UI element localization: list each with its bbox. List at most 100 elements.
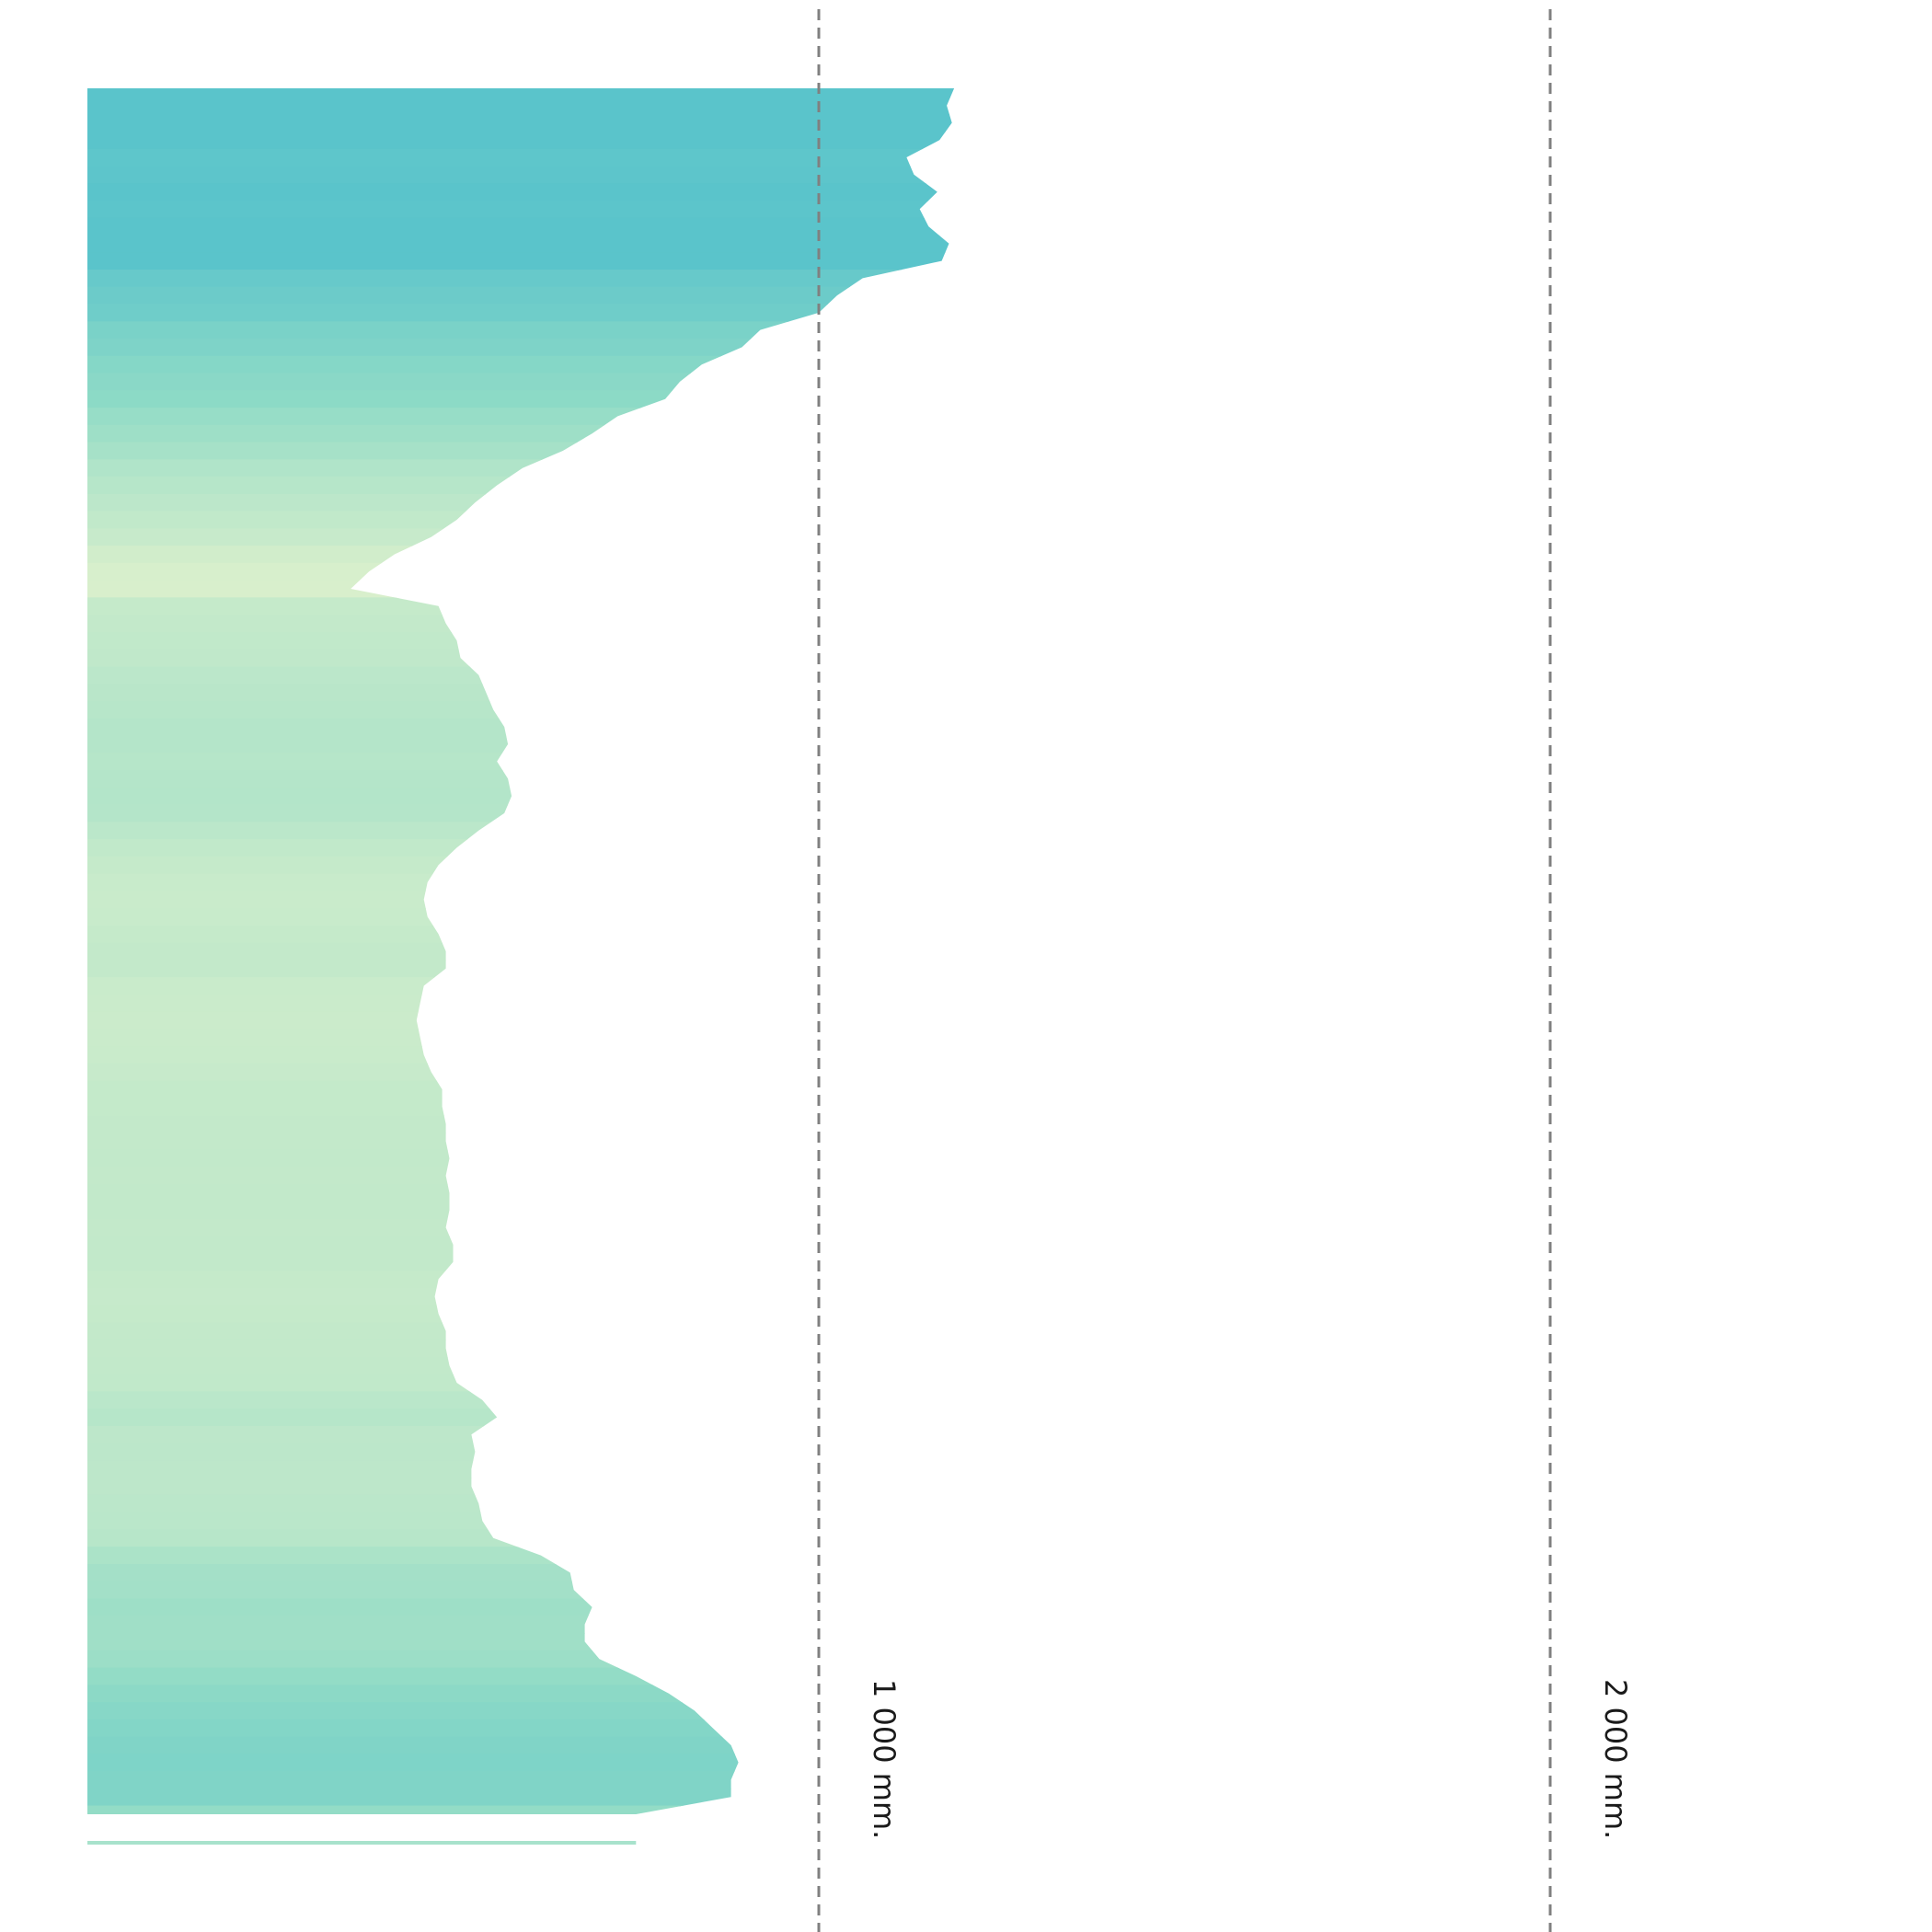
profile-band-17 [87, 373, 955, 392]
profile-band-39 [87, 753, 955, 771]
profile-band-88 [87, 1598, 955, 1617]
profile-band-10 [87, 252, 955, 270]
profile-band-98 [87, 1771, 955, 1789]
profile-band-80 [87, 1460, 955, 1478]
profile-band-32 [87, 631, 955, 650]
profile-band-29 [87, 580, 955, 599]
profile-band-14 [87, 321, 955, 339]
profile-band-13 [87, 304, 955, 323]
reference-lines [817, 9, 1552, 1932]
reference-label-2000: 2 000 mm. [1598, 1679, 1633, 1839]
profile-band-57 [87, 1063, 955, 1082]
profile-band-87 [87, 1581, 955, 1600]
profile-band-5 [87, 166, 955, 184]
profile-band-46 [87, 873, 955, 892]
profile-band-65 [87, 1202, 955, 1220]
profile-band-77 [87, 1409, 955, 1427]
profile-band-59 [87, 1098, 955, 1117]
profile-band-91 [87, 1650, 955, 1669]
profile-band-69 [87, 1271, 955, 1289]
profile-band-99 [87, 1788, 955, 1807]
profile-band-64 [87, 1184, 955, 1202]
profile-band-84 [87, 1529, 955, 1548]
profile-band-89 [87, 1616, 955, 1634]
profile-band-45 [87, 856, 955, 875]
profile-band-67 [87, 1236, 955, 1255]
profile-band-50 [87, 942, 955, 961]
profile-band-40 [87, 770, 955, 788]
profile-band-34 [87, 666, 955, 685]
profile-band-8 [87, 217, 955, 236]
profile-band-93 [87, 1685, 955, 1703]
profile-band-4 [87, 148, 955, 167]
profile-band-9 [87, 235, 955, 254]
profile-band-16 [87, 355, 955, 374]
profile-band-42 [87, 804, 955, 823]
profile-band-78 [87, 1425, 955, 1444]
baseline-bar [87, 1841, 637, 1845]
profile-band-41 [87, 787, 955, 806]
profile-band-97 [87, 1754, 955, 1772]
profile-band-33 [87, 649, 955, 668]
profile-band-47 [87, 891, 955, 909]
profile-band-79 [87, 1443, 955, 1462]
profile-band-28 [87, 562, 955, 581]
profile-band-61 [87, 1133, 955, 1151]
profile-band-53 [87, 994, 955, 1013]
profile-band-96 [87, 1736, 955, 1755]
profile-band-30 [87, 597, 955, 615]
profile-band-20 [87, 424, 955, 443]
profile-band-26 [87, 528, 955, 546]
profile-band-0 [87, 88, 955, 98]
profile-band-70 [87, 1287, 955, 1306]
profile-band-3 [87, 131, 955, 150]
profile-band-27 [87, 546, 955, 564]
profile-band-23 [87, 477, 955, 495]
profile-band-6 [87, 183, 955, 201]
profile-band-24 [87, 493, 955, 512]
profile-band-81 [87, 1478, 955, 1496]
profile-band-36 [87, 701, 955, 719]
profile-band-100 [87, 1805, 955, 1814]
profile-area [87, 88, 955, 1814]
profile-band-86 [87, 1564, 955, 1582]
profile-band-83 [87, 1512, 955, 1531]
profile-band-54 [87, 1011, 955, 1030]
profile-band-92 [87, 1667, 955, 1686]
profile-band-35 [87, 684, 955, 702]
profile-band-72 [87, 1322, 955, 1340]
profile-band-22 [87, 459, 955, 477]
profile-band-25 [87, 511, 955, 530]
profile-band-73 [87, 1340, 955, 1358]
profile-band-68 [87, 1253, 955, 1271]
profile-band-1 [87, 97, 955, 115]
profile-band-75 [87, 1374, 955, 1393]
profile-band-58 [87, 1080, 955, 1099]
profile-band-60 [87, 1115, 955, 1133]
profile-band-62 [87, 1149, 955, 1168]
profile-band-55 [87, 1029, 955, 1047]
profile-band-18 [87, 390, 955, 408]
profile-band-71 [87, 1305, 955, 1324]
profile-band-90 [87, 1633, 955, 1651]
profile-band-52 [87, 977, 955, 995]
profile-band-38 [87, 735, 955, 754]
profile-band-95 [87, 1719, 955, 1738]
profile-band-19 [87, 408, 955, 426]
profile-band-51 [87, 960, 955, 978]
profile-band-85 [87, 1547, 955, 1565]
profile-band-44 [87, 839, 955, 857]
profile-band-2 [87, 114, 955, 132]
profile-band-74 [87, 1356, 955, 1375]
profile-band-56 [87, 1046, 955, 1064]
profile-band-21 [87, 442, 955, 461]
reference-label-1000: 1 000 mm. [867, 1679, 902, 1839]
profile-band-76 [87, 1391, 955, 1409]
profile-band-15 [87, 339, 955, 357]
profile-band-37 [87, 718, 955, 737]
profile-band-12 [87, 286, 955, 305]
profile-band-11 [87, 270, 955, 288]
profile-band-66 [87, 1218, 955, 1237]
